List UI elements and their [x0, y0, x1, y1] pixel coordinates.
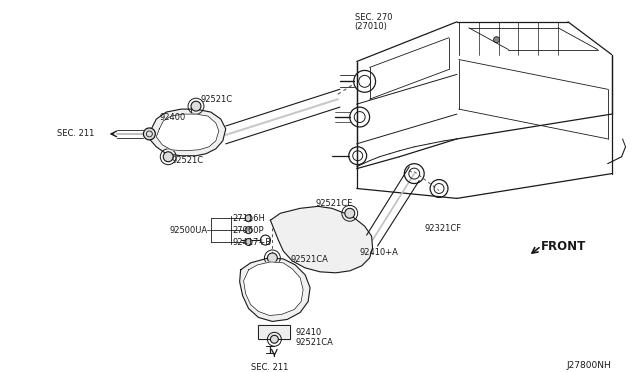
Polygon shape: [156, 114, 219, 151]
Text: SEC. 211: SEC. 211: [57, 129, 95, 138]
Circle shape: [493, 37, 500, 43]
Text: 92521CA: 92521CA: [290, 256, 328, 264]
Text: 92521CA: 92521CA: [295, 338, 333, 347]
Text: (27010): (27010): [355, 22, 388, 31]
Circle shape: [245, 215, 252, 222]
Circle shape: [245, 238, 252, 246]
Polygon shape: [244, 262, 303, 315]
Text: 27060P: 27060P: [233, 226, 264, 235]
Bar: [259, 326, 290, 339]
Polygon shape: [149, 109, 226, 156]
Text: SEC. 211: SEC. 211: [250, 363, 288, 372]
Circle shape: [245, 227, 252, 234]
Text: 92410+A: 92410+A: [360, 248, 399, 257]
Circle shape: [270, 335, 278, 343]
Text: 92500UA: 92500UA: [169, 226, 207, 235]
Text: J27800NH: J27800NH: [566, 360, 611, 369]
Circle shape: [191, 101, 201, 111]
Text: 27116H: 27116H: [233, 214, 266, 223]
Bar: [259, 326, 290, 339]
Polygon shape: [270, 206, 372, 273]
Circle shape: [163, 152, 173, 162]
Text: 92410: 92410: [295, 328, 321, 337]
Circle shape: [345, 208, 355, 218]
Circle shape: [268, 253, 277, 263]
Polygon shape: [239, 258, 310, 321]
Text: SEC. 270: SEC. 270: [355, 13, 392, 22]
Text: 92417+B: 92417+B: [233, 238, 272, 247]
Text: 92521CE: 92521CE: [315, 199, 353, 208]
Text: FRONT: FRONT: [541, 240, 586, 253]
Text: 92400: 92400: [159, 113, 186, 122]
Circle shape: [143, 128, 156, 140]
Text: 92321CF: 92321CF: [424, 224, 461, 232]
Text: 92521C: 92521C: [201, 95, 233, 104]
Text: 92521C: 92521C: [171, 156, 204, 165]
